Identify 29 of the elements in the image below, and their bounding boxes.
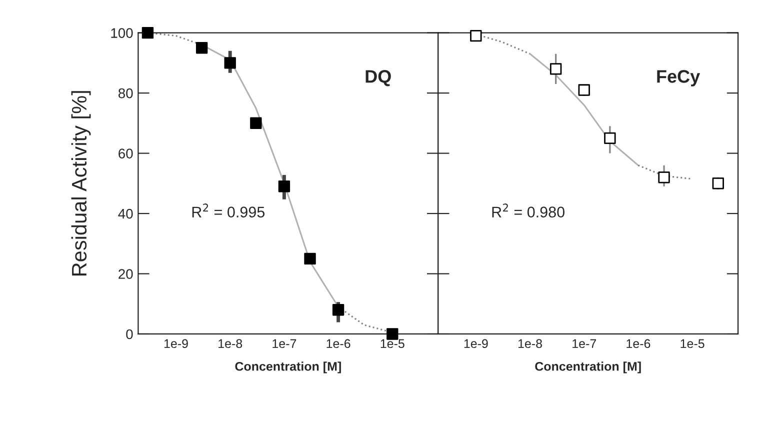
annotation: FeCy	[657, 70, 700, 86]
point	[224, 57, 236, 69]
x-tick-label: 1e-8	[518, 339, 542, 348]
annotation: R$^{2}$ = 0.995	[192, 204, 265, 218]
x-tick-label: 1e-6	[626, 339, 650, 348]
y-tick-label: 40	[118, 208, 133, 219]
x-axis-title: Concentration [M]	[535, 362, 641, 374]
x-tick-label: 1e-7	[272, 339, 296, 348]
annotation: DQ	[366, 70, 391, 86]
x-tick-label: 1e-9	[464, 339, 488, 348]
x-tick-label: 1e-5	[680, 339, 704, 348]
point	[278, 180, 290, 192]
y-tick-label: 80	[118, 88, 133, 98]
y-tick-label: 20	[118, 269, 133, 279]
point	[196, 42, 208, 54]
x-tick-label: 1e-5	[380, 339, 404, 348]
x-tick-label: 1e-9	[164, 339, 188, 348]
y-tick-label: 100	[111, 28, 133, 38]
x-tick-label: 1e-7	[572, 339, 596, 348]
x-axis-title: Concentration [M]	[235, 362, 341, 374]
y-tick-label: 60	[118, 148, 133, 158]
point	[250, 117, 262, 129]
point	[332, 304, 344, 316]
x-tick-label: 1e-8	[218, 339, 242, 348]
y-tick-label: 0	[126, 329, 133, 340]
point	[304, 252, 316, 265]
x-tick-label: 1e-6	[326, 339, 350, 348]
y-axis-title: Residual Activity [%]	[71, 91, 91, 276]
annotation: R$^{2}$ = 0.980	[492, 204, 564, 218]
